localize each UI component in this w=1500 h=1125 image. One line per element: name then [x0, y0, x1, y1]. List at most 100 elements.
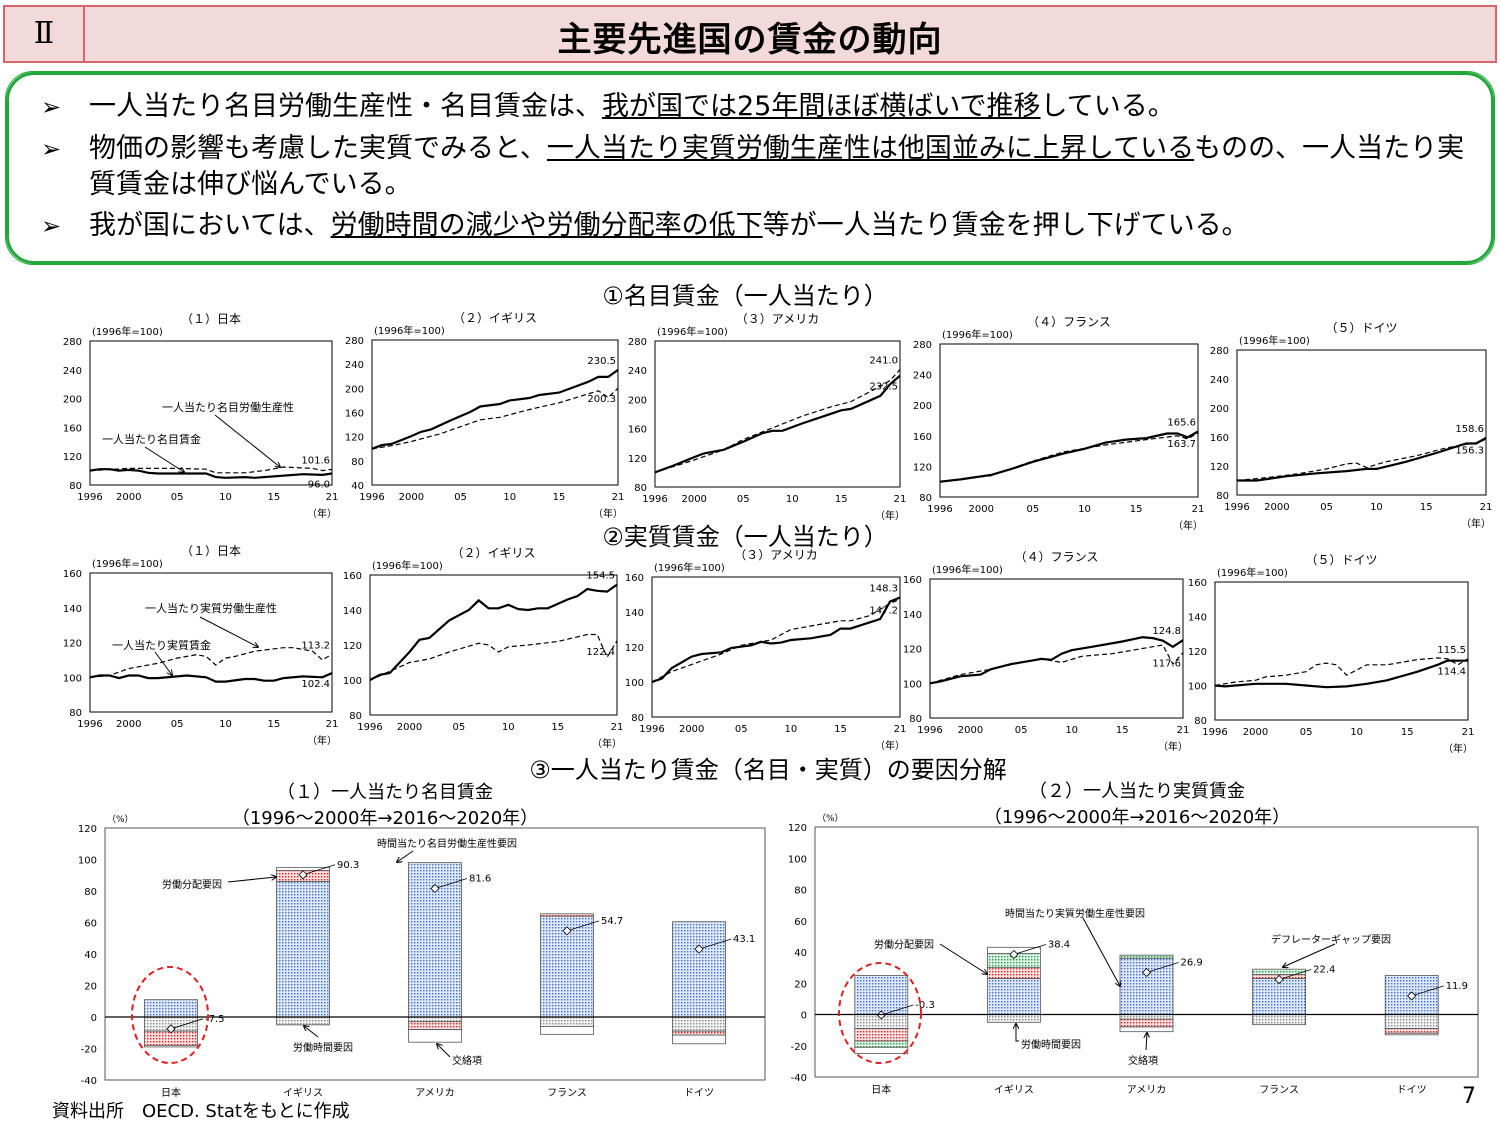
chart-title: （２）イギリス	[451, 546, 535, 560]
x-tick-label: 1996	[927, 504, 952, 515]
y-tick-label: 80	[349, 711, 362, 722]
total-leader	[698, 938, 732, 950]
bar-segment-productivity	[144, 999, 198, 1018]
bar-segment-deflator_gap	[1119, 954, 1174, 959]
x-tick-label: 15	[553, 492, 566, 503]
total-leader	[1411, 985, 1444, 997]
plot-frame	[929, 578, 1184, 719]
x-axis-unit: （年）	[875, 739, 905, 752]
x-tick-label: 05	[1027, 504, 1040, 515]
x-tick-label: 05	[171, 492, 184, 503]
end-value-label: 122.4	[586, 647, 615, 658]
bar-segment-hours	[408, 1016, 462, 1023]
bullet-arrow-icon: ➢	[41, 135, 62, 163]
x-tick-label: 15	[834, 724, 847, 735]
line-chart: （５）ドイツ (1996年=100) （年） 80 100 120 140 160 1996 20…	[1188, 553, 1474, 755]
y-tick-label: 80	[1216, 491, 1229, 502]
x-tick-label: 10	[503, 492, 516, 503]
plot-frame	[939, 343, 1199, 498]
section-title-nominal: ①名目賃金（一人当たり）	[602, 282, 888, 310]
total-value-label: 54.7	[601, 916, 623, 927]
bullet-text: 我が国においては、	[89, 210, 331, 241]
unit-note: (1996年=100)	[1239, 334, 1310, 347]
y-tick-label: 120	[625, 643, 644, 654]
y-tick-label: 120	[628, 454, 647, 465]
y-tick-label: 240	[1210, 375, 1229, 386]
x-tick-label: 15	[835, 494, 848, 505]
plot-frame	[814, 826, 1479, 1078]
plot-frame	[651, 576, 901, 718]
x-tick-label: 15	[551, 722, 564, 733]
bar-chart-title: （１）一人当たり名目賃金	[277, 782, 493, 803]
line-chart: （５）ドイツ (1996年=100) （年） 80 120 160 200 240 280 199…	[1210, 321, 1492, 530]
plot-frame	[369, 574, 618, 716]
total-leader	[1146, 962, 1179, 973]
line-chart: （１）日本 (1996年=100) （年） 80 100 120 140 160 1996 200…	[63, 544, 338, 747]
series-line-solid	[369, 583, 618, 681]
end-value-label: 230.5	[587, 356, 616, 367]
y-tick-label: 200	[913, 401, 932, 412]
x-tick-label: 1996	[642, 494, 667, 505]
y-tick-label: 100	[78, 856, 97, 867]
x-tick-label: 21	[894, 494, 907, 505]
bar-segment-cross	[408, 1029, 462, 1043]
y-tick-label: 100	[903, 679, 922, 690]
plot-frame	[1214, 581, 1469, 721]
series-line-solid	[654, 374, 901, 474]
x-tick-label: 15	[1116, 725, 1129, 736]
bar-segment-hours	[540, 1016, 594, 1027]
end-value-label: 154.5	[586, 571, 615, 582]
x-tick-label: 05	[737, 494, 750, 505]
total-value-label: 43.1	[733, 934, 755, 945]
bar-segment-labor_share	[1119, 1018, 1174, 1028]
x-tick-label: 1996	[1224, 502, 1249, 513]
annotation-b1-labor-share: 労働分配要因	[162, 880, 222, 891]
category-label: 日本	[871, 1083, 891, 1096]
total-marker	[562, 926, 572, 936]
bar-chart: （%） -40 -20 0 20 40 60 80 100 120 -0.3 日本 38.4 イギリス 26…	[788, 813, 1479, 1096]
unit-note: (1996年=100)	[92, 557, 163, 570]
y-tick-label: 40	[84, 950, 97, 961]
chart-title: （５）ドイツ	[1325, 321, 1397, 335]
x-tick-label: 10	[1078, 504, 1091, 515]
series-line-solid	[89, 672, 333, 683]
y-tick-label: 100	[1188, 682, 1207, 693]
total-leader	[302, 864, 336, 876]
total-value-label: 38.4	[1048, 940, 1070, 951]
total-marker	[1407, 991, 1417, 1001]
x-tick-label: 21	[326, 719, 339, 730]
x-tick-label: 1996	[359, 492, 384, 503]
y-tick-label: 280	[628, 337, 647, 348]
bar-segment-productivity	[540, 915, 594, 1018]
category-label: フランス	[1259, 1084, 1299, 1096]
chart-title: （５）ドイツ	[1305, 553, 1377, 567]
header-bar	[3, 5, 1497, 63]
x-tick-label: 1996	[77, 492, 102, 503]
y-tick-label: 40	[794, 948, 807, 959]
total-value-label: 90.3	[337, 860, 359, 871]
total-leader	[1278, 969, 1312, 980]
y-tick-label: 80	[84, 887, 97, 898]
bullet-arrow-icon: ➢	[41, 212, 62, 240]
chart-title: （４）フランス	[1027, 315, 1111, 329]
y-tick-label: 160	[628, 425, 647, 436]
annotation-nominal-wage: 一人当たり名目賃金	[102, 433, 201, 446]
unit-note: (1996年=100)	[657, 325, 728, 338]
x-axis-unit: （年）	[1173, 519, 1203, 532]
section-title-decomposition: ③一人当たり賃金（名目・実質）の要因分解	[529, 756, 1007, 784]
bar-segment-labor_share	[672, 1030, 726, 1036]
y-tick-label: 240	[628, 366, 647, 377]
page-title: 主要先進国の賃金の動向	[557, 20, 943, 60]
y-tick-label: 200	[1210, 404, 1229, 415]
x-tick-label: 05	[454, 492, 467, 503]
bar-segment-cross	[1384, 1032, 1439, 1036]
x-tick-label: 21	[612, 492, 625, 503]
end-value-label: 115.5	[1437, 645, 1466, 656]
category-label: 日本	[161, 1086, 181, 1099]
section-number: Ⅱ	[3, 5, 85, 63]
series-line-dashed	[89, 466, 333, 474]
end-value-label: 163.7	[1167, 439, 1196, 450]
x-axis-unit: （年）	[592, 737, 622, 750]
line-chart: （２）イギリス (1996年=100) （年） 80 100 120 140 160 1996 2…	[343, 546, 623, 750]
x-tick-label: 2000	[116, 719, 141, 730]
